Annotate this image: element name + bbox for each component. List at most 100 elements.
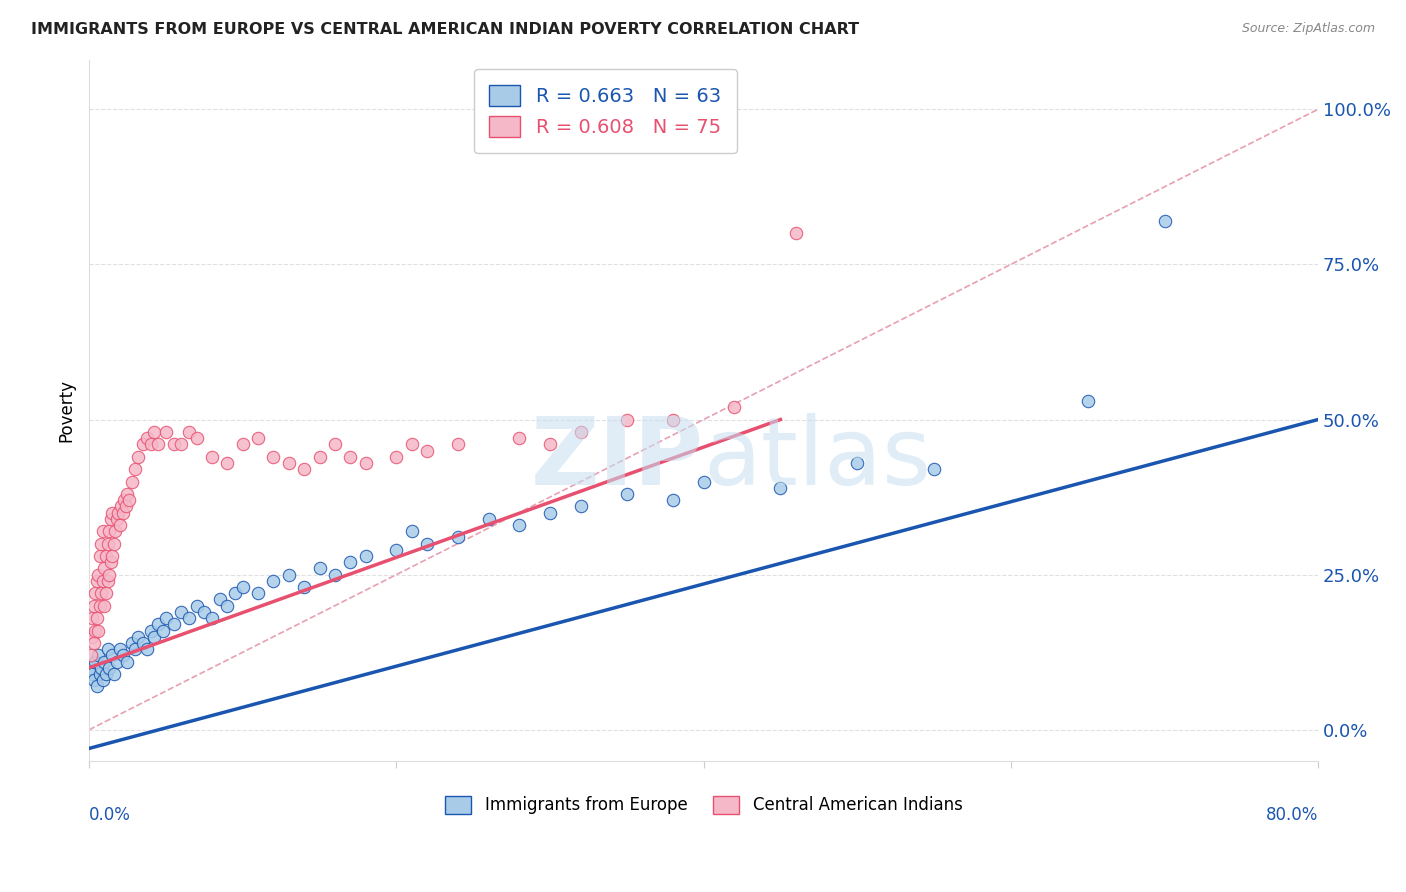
Point (232, 437, 254, 451)
Point (94, 549, 117, 563)
Point (82, 630, 104, 644)
Point (83, 599, 105, 613)
Point (91, 524, 114, 539)
Point (79, 648, 101, 663)
Point (477, 512, 499, 526)
Point (155, 425, 177, 439)
Point (846, 456, 869, 470)
Point (87, 567, 110, 582)
Point (132, 636, 155, 650)
Point (616, 487, 638, 501)
Legend: Immigrants from Europe, Central American Indians: Immigrants from Europe, Central American… (436, 788, 970, 822)
Point (87, 648, 110, 663)
Text: IMMIGRANTS FROM EUROPE VS CENTRAL AMERICAN INDIAN POVERTY CORRELATION CHART: IMMIGRANTS FROM EUROPE VS CENTRAL AMERIC… (31, 22, 859, 37)
Point (447, 437, 470, 451)
Point (416, 536, 439, 550)
Point (101, 648, 124, 663)
Point (107, 506, 129, 520)
Point (110, 500, 132, 514)
Point (508, 431, 530, 445)
Point (769, 481, 792, 495)
Point (90, 536, 112, 550)
Point (111, 648, 134, 663)
Point (82, 667, 104, 681)
Point (723, 400, 745, 414)
Point (90, 661, 112, 675)
Point (83, 673, 105, 688)
Point (292, 462, 315, 476)
Point (108, 642, 131, 657)
Point (193, 605, 215, 619)
Point (100, 512, 122, 526)
Point (118, 493, 141, 508)
Point (86, 611, 108, 625)
Point (569, 500, 592, 514)
Point (401, 524, 423, 539)
Point (101, 506, 124, 520)
Point (177, 425, 200, 439)
Point (170, 605, 193, 619)
Text: 0.0%: 0.0% (89, 806, 131, 824)
Point (208, 592, 231, 607)
Point (339, 555, 361, 569)
Point (247, 431, 270, 445)
Point (217, 599, 239, 613)
Point (87, 624, 110, 638)
Point (84, 624, 107, 638)
Point (104, 524, 127, 539)
Point (136, 431, 159, 445)
Point (354, 456, 377, 470)
Point (132, 437, 155, 451)
Point (98, 661, 121, 675)
Point (142, 630, 165, 644)
Point (538, 437, 561, 451)
Point (89, 549, 111, 563)
Point (84, 655, 107, 669)
Point (201, 450, 224, 464)
Point (662, 412, 685, 426)
Point (308, 450, 330, 464)
Point (354, 549, 377, 563)
Point (103, 536, 125, 550)
Point (662, 493, 685, 508)
Point (93, 561, 115, 575)
Point (89, 667, 111, 681)
Point (127, 450, 149, 464)
Point (93, 655, 115, 669)
Point (105, 655, 128, 669)
Point (103, 667, 125, 681)
Point (127, 630, 149, 644)
Point (108, 518, 131, 533)
Point (277, 456, 299, 470)
Point (508, 518, 530, 533)
Point (416, 443, 439, 458)
Point (84, 586, 107, 600)
Point (401, 437, 423, 451)
Point (124, 642, 146, 657)
Point (232, 580, 254, 594)
Point (121, 475, 143, 489)
Point (86, 574, 108, 588)
Point (139, 437, 162, 451)
Point (89, 599, 111, 613)
Point (152, 624, 174, 638)
Point (121, 636, 143, 650)
Point (569, 425, 592, 439)
Text: Source: ZipAtlas.com: Source: ZipAtlas.com (1241, 22, 1375, 36)
Point (98, 567, 121, 582)
Point (105, 512, 128, 526)
Point (91, 574, 114, 588)
Point (90, 586, 112, 600)
Point (83, 636, 105, 650)
Point (162, 437, 184, 451)
Y-axis label: Poverty: Poverty (58, 379, 75, 442)
Point (785, 227, 807, 241)
Point (1153, 214, 1175, 228)
Point (93, 599, 115, 613)
Point (1077, 393, 1099, 408)
Point (247, 586, 270, 600)
Point (224, 586, 246, 600)
Point (124, 462, 146, 476)
Point (277, 567, 299, 582)
Point (201, 611, 224, 625)
